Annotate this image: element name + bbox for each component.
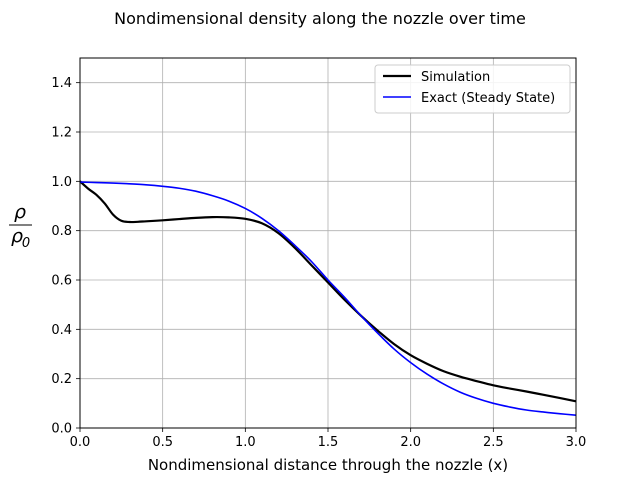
x-tick-label: 1.0 [235,435,256,450]
x-tick-label: 3.0 [566,435,587,450]
grid-lines [79,58,577,429]
y-tick-label: 1.0 [51,175,72,190]
chart-title: Nondimensional density along the nozzle … [114,9,526,28]
x-tick-label: 0.0 [70,435,91,450]
legend: Simulation Exact (Steady State) [374,64,571,114]
x-axis-ticks: 0.0 0.5 1.0 1.5 2.0 2.5 3.0 [70,428,587,450]
legend-label-exact: Exact (Steady State) [421,91,555,106]
y-tick-label: 0.0 [51,422,72,437]
x-axis-label: Nondimensional distance through the nozz… [148,456,508,474]
simulation-line [79,180,577,403]
x-tick-label: 2.0 [400,435,421,450]
y-tick-label: 0.2 [51,372,72,387]
y-axis-label-denominator: ρ [11,225,23,247]
y-tick-label: 0.8 [51,224,72,239]
x-tick-label: 1.5 [318,435,339,450]
y-axis-ticks: 0.0 0.2 0.4 0.6 0.8 1.0 1.2 1.4 [51,76,80,437]
x-tick-label: 0.5 [152,435,173,450]
y-axis-label-numerator: ρ [14,201,26,223]
legend-label-simulation: Simulation [421,70,490,85]
series-lines [79,180,577,416]
legend-box [374,64,571,114]
x-tick-label: 2.5 [483,435,504,450]
y-tick-label: 1.2 [51,126,72,141]
y-tick-label: 0.6 [51,274,72,289]
y-tick-label: 0.4 [51,323,72,338]
y-tick-label: 1.4 [51,76,72,91]
exact-steady-state-line [79,181,577,416]
y-axis-label: ρ ρ 0 [9,201,32,251]
y-axis-label-subscript: 0 [22,236,30,251]
